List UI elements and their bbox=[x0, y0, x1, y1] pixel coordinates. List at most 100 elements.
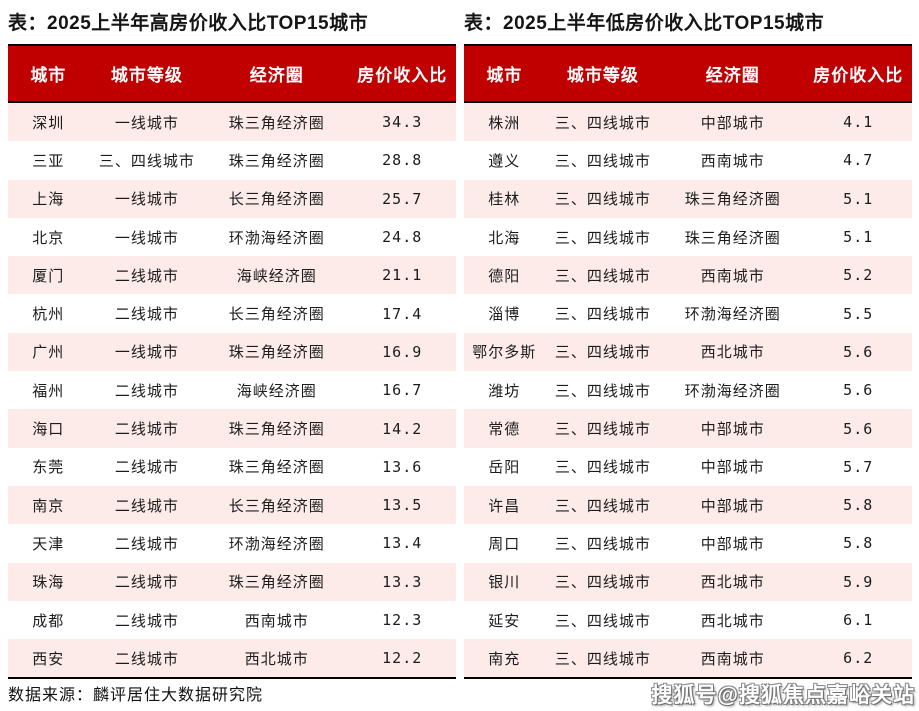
cell-city: 珠海 bbox=[32, 574, 65, 592]
header-cell-ratio: 房价收入比 bbox=[348, 45, 456, 103]
cell-circle: 环渤海经济圈 bbox=[228, 229, 325, 247]
cell-ratio: 16.7 bbox=[382, 381, 423, 400]
cell-city: 遵义 bbox=[488, 152, 521, 170]
cell-tier: 二线城市 bbox=[114, 306, 179, 324]
cell-tier: 三、四线城市 bbox=[554, 114, 651, 132]
cell-ratio: 6.1 bbox=[843, 611, 874, 629]
table-row: 成都 二线城市 西南城市 12.3 bbox=[8, 600, 456, 640]
table-row: 厦门 二线城市 海峡经济圈 21.1 bbox=[8, 256, 456, 295]
cell-circle: 长三角经济圈 bbox=[228, 306, 325, 324]
cell-ratio: 5.1 bbox=[843, 228, 874, 247]
cell-tier: 二线城市 bbox=[114, 421, 179, 439]
cell-city: 潍坊 bbox=[488, 382, 521, 400]
cell-tier: 三、四线城市 bbox=[554, 421, 651, 439]
cell-tier: 一线城市 bbox=[114, 344, 179, 362]
header-cell-circle: 经济圈 bbox=[661, 45, 805, 103]
cell-tier: 三、四线城市 bbox=[554, 344, 651, 362]
cell-tier: 三、四线城市 bbox=[554, 382, 651, 400]
cell-city: 西安 bbox=[32, 650, 65, 668]
cell-circle: 海峡经济圈 bbox=[236, 382, 317, 400]
cell-tier: 一线城市 bbox=[114, 191, 179, 209]
low-ratio-table-section: 表：2025上半年低房价收入比TOP15城市 城市 城市等级 经济圈 房价收入比… bbox=[464, 6, 912, 680]
table-row: 岳阳 三、四线城市 中部城市 5.7 bbox=[464, 447, 912, 486]
cell-tier: 一线城市 bbox=[114, 114, 179, 132]
cell-city: 东莞 bbox=[32, 459, 65, 477]
cell-circle: 中部城市 bbox=[700, 497, 765, 515]
cell-city: 桂林 bbox=[488, 191, 521, 209]
cell-city: 银川 bbox=[488, 574, 521, 592]
cell-city: 北京 bbox=[32, 229, 65, 247]
header-cell-city: 城市 bbox=[8, 45, 89, 103]
cell-circle: 珠三角经济圈 bbox=[228, 114, 325, 132]
cell-circle: 西北城市 bbox=[244, 650, 309, 668]
cell-ratio: 5.6 bbox=[843, 381, 874, 400]
table-row: 西安 二线城市 西北城市 12.2 bbox=[8, 639, 456, 679]
sohu-watermark: 搜狐号@搜狐焦点嘉峪关站 bbox=[651, 684, 915, 707]
cell-ratio: 13.6 bbox=[382, 457, 423, 476]
header-cell-city: 城市 bbox=[464, 45, 545, 103]
cell-circle: 珠三角经济圈 bbox=[684, 229, 781, 247]
cell-city: 成都 bbox=[32, 612, 65, 630]
cell-city: 杭州 bbox=[32, 306, 65, 324]
high-ratio-table-section: 表：2025上半年高房价收入比TOP15城市 城市 城市等级 经济圈 房价收入比… bbox=[8, 6, 456, 680]
data-source-note: 数据来源：麟评居住大数据研究院 bbox=[8, 687, 264, 704]
cell-circle: 珠三角经济圈 bbox=[684, 191, 781, 209]
cell-tier: 三、四线城市 bbox=[554, 497, 651, 515]
table-header-row: 城市 城市等级 经济圈 房价收入比 bbox=[464, 45, 912, 103]
cell-circle: 长三角经济圈 bbox=[228, 497, 325, 515]
cell-ratio: 34.3 bbox=[382, 113, 423, 132]
cell-ratio: 5.6 bbox=[843, 342, 874, 361]
table-row: 南京 二线城市 长三角经济圈 13.5 bbox=[8, 485, 456, 525]
cell-ratio: 13.4 bbox=[382, 534, 423, 553]
cell-ratio: 13.3 bbox=[382, 572, 423, 591]
cell-tier: 三、四线城市 bbox=[554, 191, 651, 209]
cell-ratio: 6.2 bbox=[843, 649, 874, 668]
cell-city: 厦门 bbox=[32, 267, 65, 285]
cell-ratio: 12.3 bbox=[382, 611, 423, 629]
cell-circle: 中部城市 bbox=[700, 114, 765, 132]
table-header-row: 城市 城市等级 经济圈 房价收入比 bbox=[8, 45, 456, 103]
table-row: 上海 一线城市 长三角经济圈 25.7 bbox=[8, 179, 456, 218]
cell-circle: 珠三角经济圈 bbox=[228, 421, 325, 439]
cell-tier: 二线城市 bbox=[114, 497, 179, 515]
table-row: 北京 一线城市 环渤海经济圈 24.8 bbox=[8, 217, 456, 257]
cell-city: 延安 bbox=[488, 612, 521, 630]
cell-circle: 环渤海经济圈 bbox=[228, 535, 325, 553]
table-row: 德阳 三、四线城市 西南城市 5.2 bbox=[464, 256, 912, 295]
cell-circle: 西北城市 bbox=[700, 344, 765, 362]
cell-circle: 环渤海经济圈 bbox=[684, 306, 781, 324]
cell-tier: 三、四线城市 bbox=[554, 612, 651, 630]
cell-circle: 环渤海经济圈 bbox=[684, 382, 781, 400]
table-row: 南充 三、四线城市 西南城市 6.2 bbox=[464, 639, 912, 679]
cell-city: 北海 bbox=[488, 229, 521, 247]
cell-tier: 二线城市 bbox=[114, 267, 179, 285]
table-row: 天津 二线城市 环渤海经济圈 13.4 bbox=[8, 524, 456, 563]
cell-city: 株洲 bbox=[488, 114, 521, 132]
cell-ratio: 16.9 bbox=[382, 342, 423, 361]
cell-ratio: 4.1 bbox=[843, 113, 874, 132]
cell-tier: 二线城市 bbox=[114, 650, 179, 668]
cell-tier: 二线城市 bbox=[114, 535, 179, 553]
cell-tier: 二线城市 bbox=[114, 612, 179, 630]
header-cell-circle: 经济圈 bbox=[205, 45, 349, 103]
cell-city: 天津 bbox=[32, 535, 65, 553]
tables-container: 表：2025上半年高房价收入比TOP15城市 城市 城市等级 经济圈 房价收入比… bbox=[8, 6, 912, 680]
cell-ratio: 14.2 bbox=[382, 419, 423, 438]
cell-circle: 珠三角经济圈 bbox=[228, 574, 325, 592]
table-row: 潍坊 三、四线城市 环渤海经济圈 5.6 bbox=[464, 371, 912, 410]
cell-city: 福州 bbox=[32, 382, 65, 400]
cell-ratio: 24.8 bbox=[382, 228, 423, 247]
high-ratio-table: 城市 城市等级 经济圈 房价收入比 深圳 一线城市 珠三角经济圈 34.3 三亚 三、四线… bbox=[8, 44, 456, 680]
cell-tier: 三、四线城市 bbox=[554, 152, 651, 170]
cell-tier: 三、四线城市 bbox=[554, 306, 651, 324]
cell-city: 岳阳 bbox=[488, 459, 521, 477]
cell-circle: 海峡经济圈 bbox=[236, 267, 317, 285]
table-row: 株洲 三、四线城市 中部城市 4.1 bbox=[464, 102, 912, 142]
cell-city: 鄂尔多斯 bbox=[472, 344, 537, 362]
table-row: 鄂尔多斯 三、四线城市 西北城市 5.6 bbox=[464, 332, 912, 372]
cell-tier: 三、四线城市 bbox=[554, 574, 651, 592]
cell-ratio: 17.4 bbox=[382, 304, 423, 323]
cell-circle: 中部城市 bbox=[700, 459, 765, 477]
cell-tier: 一线城市 bbox=[114, 229, 179, 247]
